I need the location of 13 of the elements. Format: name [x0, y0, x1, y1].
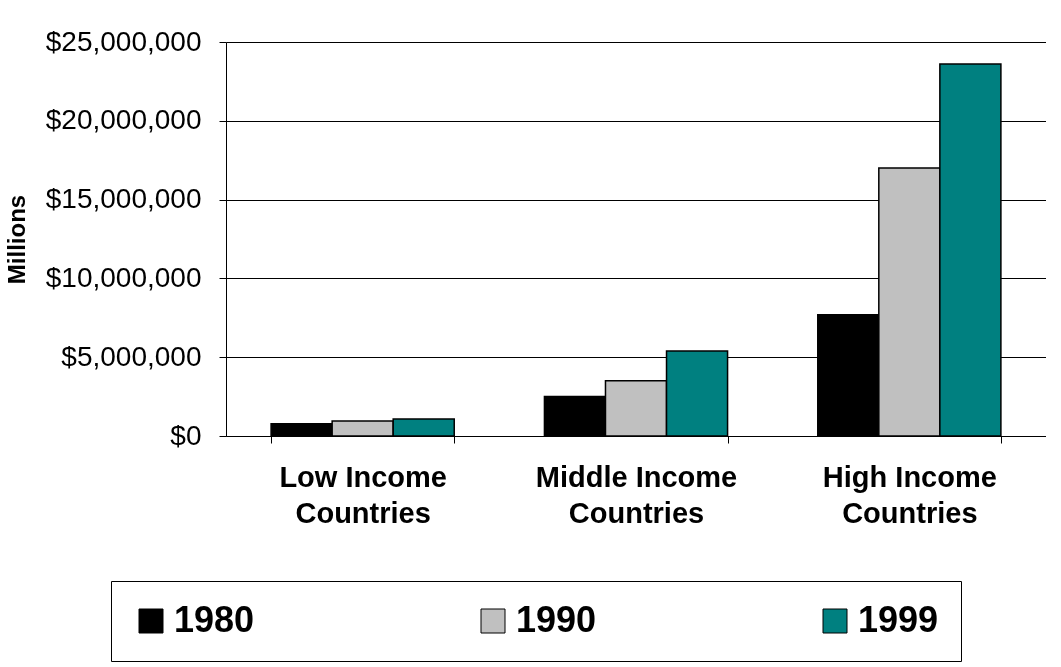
y-tick-label: $0	[170, 419, 202, 451]
y-axis-title: Millions	[2, 194, 30, 285]
y-tick-label: $25,000,000	[45, 25, 202, 57]
y-tick-label: $10,000,000	[45, 261, 202, 293]
legend-label: 1990	[516, 599, 597, 640]
y-tick-label: $20,000,000	[45, 104, 202, 136]
legend-label: 1999	[858, 599, 939, 640]
x-tick-label: Middle Income Countries	[535, 460, 738, 529]
y-tick-label: $15,000,000	[45, 183, 202, 215]
x-tick-label: High Income Countries	[822, 460, 997, 529]
legend-label: 1980	[174, 599, 255, 640]
y-tick-label: $5,000,000	[61, 340, 202, 372]
x-tick-label: Low Income Countries	[279, 460, 447, 529]
